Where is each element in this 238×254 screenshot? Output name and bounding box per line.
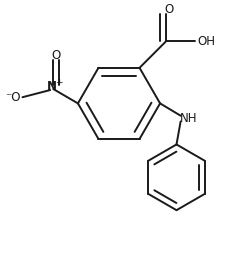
Text: O: O: [164, 3, 174, 16]
Text: O: O: [51, 49, 60, 62]
Text: OH: OH: [197, 35, 215, 47]
Text: NH: NH: [180, 112, 197, 125]
Text: N: N: [47, 81, 57, 93]
Text: +: +: [55, 78, 62, 87]
Text: ⁻O: ⁻O: [5, 91, 21, 104]
